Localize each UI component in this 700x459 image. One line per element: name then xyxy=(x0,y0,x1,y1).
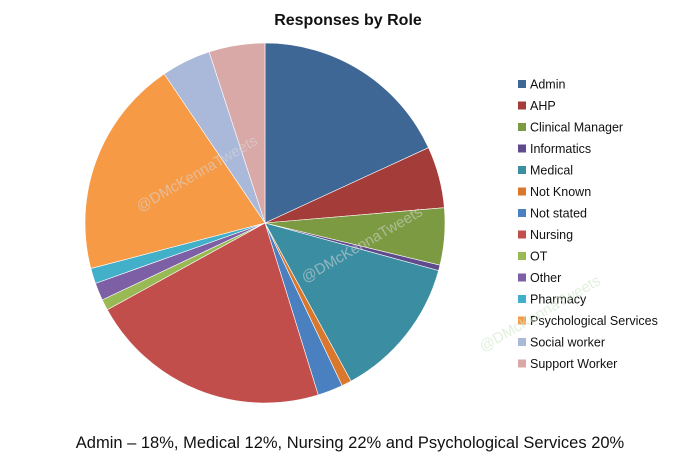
legend-label-admin: Admin xyxy=(530,78,565,92)
legend-label-clinical-manager: Clinical Manager xyxy=(530,121,623,135)
legend-label-ahp: AHP xyxy=(530,99,556,113)
legend-label-nursing: Nursing xyxy=(530,228,573,242)
pie-slice-admin xyxy=(264,42,429,224)
pie-slices xyxy=(84,42,446,404)
pie-slice-medical xyxy=(264,222,439,382)
legend-swatch-nursing xyxy=(518,230,526,239)
chart-title: Responses by Role xyxy=(274,12,422,29)
legend-swatch-pharmacy xyxy=(518,295,526,303)
legend-swatch-admin xyxy=(518,80,526,88)
legend-label-not-stated: Not stated xyxy=(530,207,587,221)
caption: Admin – 18%, Medical 12%, Nursing 22% an… xyxy=(75,434,625,452)
legend-label-psychological-services: Psychological Services xyxy=(530,314,658,328)
legend-swatch-informatics xyxy=(518,144,526,153)
legend-swatch-support-worker xyxy=(518,359,526,368)
legend-label-not-known: Not Known xyxy=(530,185,591,199)
pie-slice-support-worker xyxy=(208,42,266,224)
legend-label-ot: OT xyxy=(530,250,548,264)
legend-swatch-not-known xyxy=(518,187,526,196)
legend-label-medical: Medical xyxy=(530,164,573,178)
legend-swatch-social-worker xyxy=(518,338,526,346)
legend-swatch-other xyxy=(518,273,526,282)
legend-label-other: Other xyxy=(530,271,561,285)
legend-swatch-clinical-manager xyxy=(518,123,526,131)
legend-label-informatics: Informatics xyxy=(530,142,591,156)
legend: Admin AHP Clinical Manager Informatics Medic… xyxy=(518,78,658,371)
pie-chart: Responses by Role Admin AHP Clinical Manag… xyxy=(84,12,658,404)
pie-slice-psychological-services xyxy=(84,73,266,269)
pie-slice-nursing xyxy=(106,222,319,404)
legend-label-pharmacy: Pharmacy xyxy=(530,293,587,307)
legend-swatch-ahp xyxy=(518,101,526,110)
legend-swatch-not-stated xyxy=(518,209,526,217)
legend-label-support-worker: Support Worker xyxy=(530,357,617,371)
legend-swatch-ot xyxy=(518,252,526,260)
legend-swatch-psychological-services xyxy=(518,316,526,325)
legend-label-social-worker: Social worker xyxy=(530,336,605,350)
legend-swatch-medical xyxy=(518,166,526,174)
